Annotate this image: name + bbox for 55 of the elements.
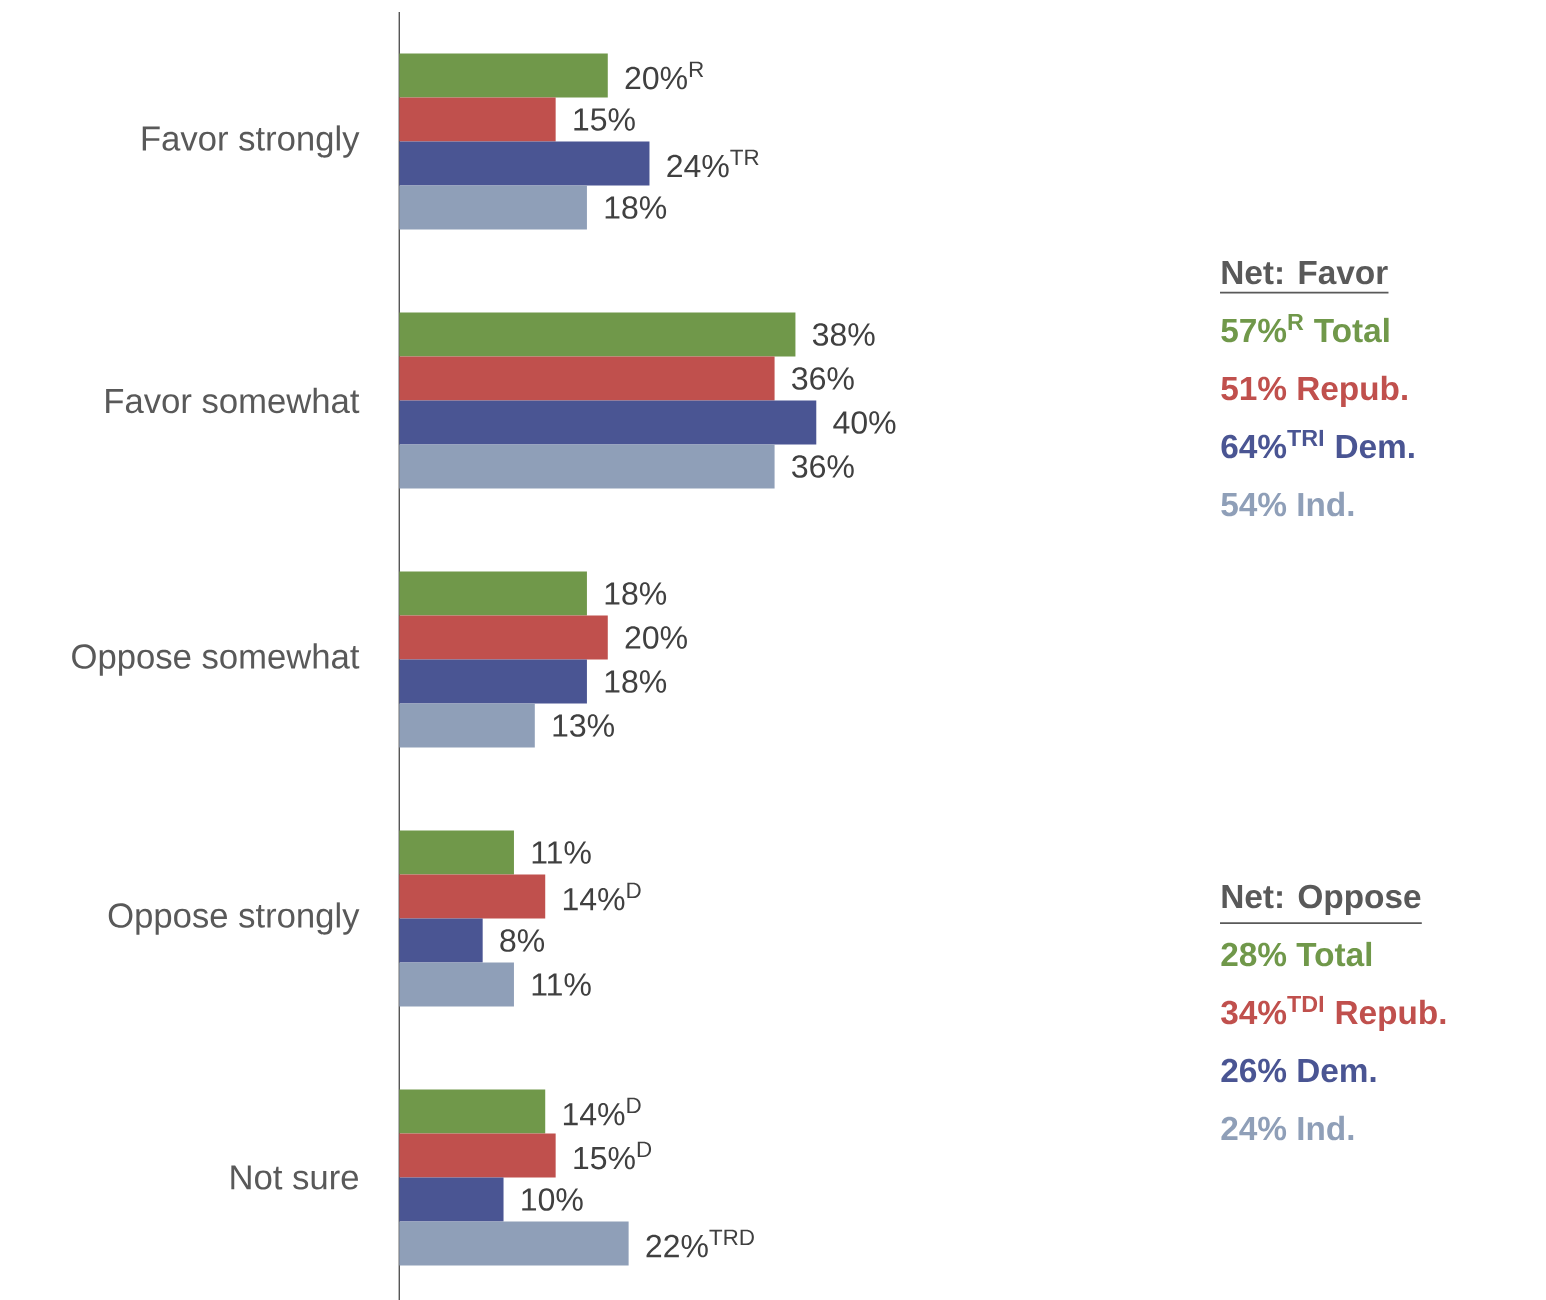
data-label: 15%$^{D}$	[574, 1141, 652, 1170]
data-label: 24%$^{TR}$	[667, 149, 759, 178]
bar	[399, 312, 796, 357]
y-tick-label: Favor somewhat	[106, 387, 360, 414]
bar	[399, 141, 650, 186]
bar	[399, 356, 775, 401]
data-label: 18%	[605, 670, 667, 693]
bar	[399, 874, 546, 919]
bar	[399, 830, 514, 875]
data-label: 13%	[553, 714, 614, 737]
bar	[399, 1177, 504, 1222]
bar	[399, 962, 514, 1007]
bar	[399, 571, 587, 616]
data-label: 36%	[792, 455, 854, 478]
data-label: 18%	[605, 582, 667, 605]
text: 26% Dem.	[1221, 1058, 1376, 1083]
text: Net: Favor	[1222, 261, 1388, 285]
bar	[399, 703, 535, 748]
y-tick-label: Oppose somewhat	[72, 643, 360, 676]
text: 57%$^{R}$ Total	[1221, 313, 1389, 343]
bar	[399, 659, 587, 704]
data-label: 36%	[792, 367, 854, 390]
text: 34%$^{TDI}$ Repub.	[1221, 995, 1446, 1031]
text: 64%$^{TRI}$ Dem.	[1221, 429, 1414, 459]
bar	[399, 1089, 546, 1134]
data-label: 40%	[833, 411, 896, 434]
data-label: 15%	[574, 108, 635, 131]
bar	[399, 185, 587, 230]
data-label: 20%	[625, 626, 687, 649]
y-tick-label: Not sure	[231, 1165, 358, 1190]
y-tick-label: Oppose strongly	[108, 902, 360, 935]
text: 24% Ind.	[1221, 1115, 1354, 1141]
bar	[399, 400, 817, 445]
data-label: 8%	[500, 929, 545, 952]
data-label: 20%$^{R}$	[625, 61, 704, 90]
y-tick-label: Favor strongly	[142, 125, 360, 158]
bar	[399, 97, 556, 142]
text: 54% Ind.	[1221, 491, 1354, 517]
data-label: 10%	[522, 1188, 583, 1211]
bar	[399, 1221, 629, 1266]
bar	[399, 1133, 556, 1178]
data-label: 14%$^{D}$	[563, 882, 641, 911]
bar	[399, 615, 608, 660]
data-label: 14%$^{D}$	[563, 1097, 641, 1126]
data-label: 38%	[812, 323, 875, 346]
bar	[399, 918, 483, 963]
data-label: 22%$^{TRD}$	[646, 1229, 754, 1258]
text: 28% Total	[1221, 941, 1372, 967]
bar	[399, 53, 608, 98]
text: Net: Oppose	[1222, 884, 1421, 915]
data-label: 11%	[532, 973, 591, 996]
text: 51% Repub.	[1221, 375, 1407, 407]
data-label: 18%	[605, 196, 667, 219]
data-label: 11%	[532, 841, 591, 864]
bar	[399, 444, 775, 489]
